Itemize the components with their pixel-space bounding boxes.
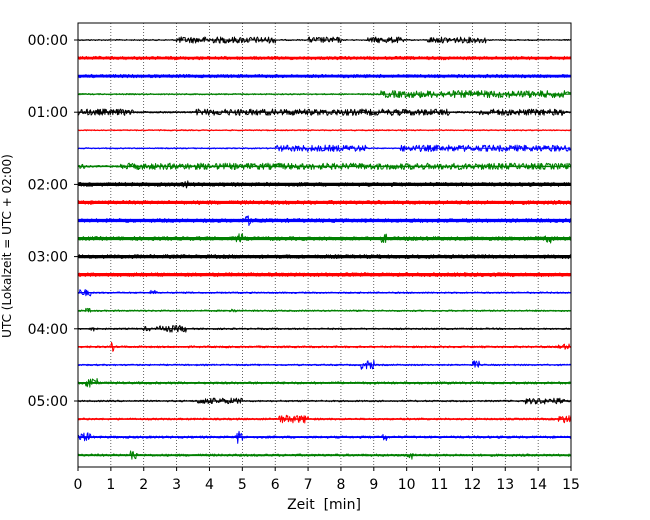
trace-0130 xyxy=(77,144,572,152)
x-tick-label-10: 10 xyxy=(398,477,416,493)
y-tick-label-0200: 02:00 xyxy=(28,177,68,193)
x-tick-label-6: 6 xyxy=(271,477,280,493)
x-tick-label-3: 3 xyxy=(172,477,181,493)
x-tick-label-13: 13 xyxy=(496,477,514,493)
x-tick-label-5: 5 xyxy=(238,477,247,493)
y-tick-label-0500: 05:00 xyxy=(28,394,68,410)
x-tick-label-15: 15 xyxy=(562,477,580,493)
x-tick-label-9: 9 xyxy=(369,477,378,493)
trace-0100 xyxy=(77,108,572,116)
x-axis-label: Zeit [min] xyxy=(287,497,361,513)
y-tick-label-0400: 04:00 xyxy=(28,322,68,338)
x-tick-label-0: 0 xyxy=(74,477,83,493)
plot-frame xyxy=(77,22,572,468)
y-tick-label-0000: 00:00 xyxy=(28,33,68,49)
trace-lines xyxy=(77,36,572,460)
y-tick-label-0300: 03:00 xyxy=(28,250,68,266)
x-tick-label-4: 4 xyxy=(205,477,214,493)
y-tick-label-0100: 01:00 xyxy=(28,105,68,121)
x-axis-ticks: 0 1 2 3 4 5 6 7 8 9 10 11 12 13 14 15 xyxy=(74,467,580,493)
y-axis-label: UTC (Lokalzeit = UTC + 02:00) xyxy=(0,154,14,338)
x-tick-label-7: 7 xyxy=(304,477,313,493)
x-tick-label-2: 2 xyxy=(139,477,148,493)
vertical-gridlines xyxy=(110,23,539,467)
x-tick-label-8: 8 xyxy=(336,477,345,493)
x-tick-label-12: 12 xyxy=(463,477,481,493)
y-axis-ticks: 00:00 01:00 02:00 03:00 04:00 05:00 xyxy=(28,33,78,410)
x-tick-label-1: 1 xyxy=(106,477,115,493)
x-tick-label-11: 11 xyxy=(431,477,449,493)
x-tick-label-14: 14 xyxy=(529,477,547,493)
